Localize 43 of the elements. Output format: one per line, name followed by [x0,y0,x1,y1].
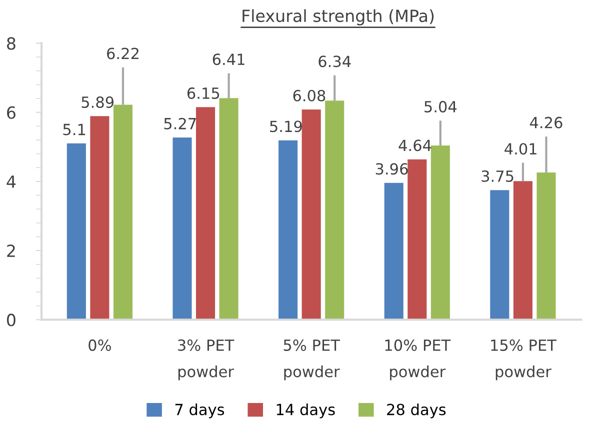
bar [536,172,556,320]
legend-label: 14 days [276,403,335,418]
y-tick-label: 4 [6,176,16,188]
bar [172,138,192,320]
x-tick-label: 10% PET powder [385,339,451,380]
bar [408,159,427,320]
data-label: 5.19 [270,120,302,132]
x-tick-label: 5% PET powder [284,339,340,380]
bar [113,104,133,320]
chart-title: Flexural strength (MPa) [242,9,434,26]
legend-label: 7 days [175,403,224,418]
bar [302,110,321,320]
data-label: 6.34 [318,56,351,68]
bar [384,182,404,320]
data-label: 5.04 [424,100,457,112]
x-tick-label: 15% PET powder [491,339,556,380]
data-label: 5.89 [82,96,114,108]
data-label: 5.27 [164,118,196,130]
bar [490,190,510,320]
x-tick-label: 3% PET powder [178,339,234,380]
y-tick-label: 0 [7,314,16,326]
data-label: 4.64 [398,140,432,152]
data-label: 6.15 [187,87,220,99]
data-label: 6.41 [212,54,244,66]
bar [278,140,298,320]
data-label: 5.1 [63,124,86,136]
legend-label: 28 days [387,403,446,418]
y-tick-label: 6 [7,106,16,119]
bar [196,107,216,320]
bar [325,100,344,320]
bar [219,98,238,320]
data-label: 4.01 [504,143,536,155]
data-label: 4.26 [530,116,562,128]
bar [513,181,532,320]
data-label: 6.22 [107,48,138,60]
bar [66,143,86,320]
data-label: 6.08 [293,90,326,102]
x-tick-label: 0% [88,339,111,351]
bar [430,146,450,320]
data-label: 3.75 [482,170,514,182]
y-tick-label: 8 [7,37,16,50]
bar [90,116,110,320]
y-tick-label: 2 [7,244,15,257]
